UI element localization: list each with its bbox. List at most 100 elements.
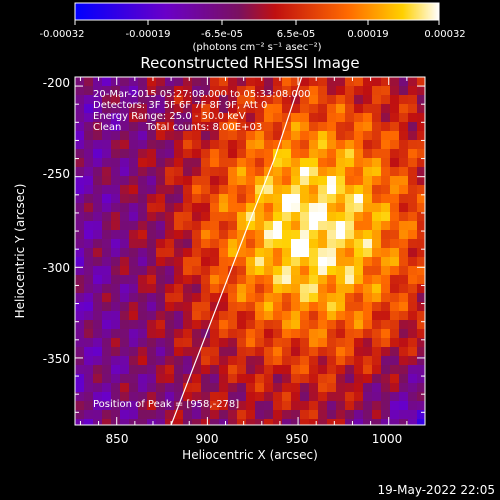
heatmap-cell (75, 257, 84, 266)
heatmap-cell (111, 320, 120, 329)
heatmap-cell (120, 212, 129, 221)
heatmap-cell (102, 329, 111, 338)
heatmap-cell (120, 122, 129, 131)
heatmap-cell (75, 113, 84, 122)
heatmap-cell (210, 212, 219, 221)
heatmap-cell (93, 77, 102, 86)
heatmap-cell (318, 302, 327, 311)
heatmap-cell (219, 77, 228, 86)
heatmap-cell (273, 158, 282, 167)
heatmap-cell (165, 365, 174, 374)
heatmap-cell (237, 158, 246, 167)
heatmap-cell (318, 77, 327, 86)
heatmap-cell (237, 203, 246, 212)
heatmap-cell (138, 347, 147, 356)
heatmap-cell (300, 338, 309, 347)
heatmap-cell (390, 410, 399, 419)
heatmap-cell (147, 149, 156, 158)
heatmap-cell (309, 293, 318, 302)
heatmap-cell (75, 311, 84, 320)
heatmap-cell (210, 239, 219, 248)
heatmap-cell (372, 302, 381, 311)
heatmap-cell (111, 230, 120, 239)
heatmap-cell (183, 275, 192, 284)
heatmap-cell (300, 140, 309, 149)
heatmap-cell (138, 257, 147, 266)
heatmap-cell (282, 86, 291, 95)
heatmap-cell (282, 158, 291, 167)
heatmap-cell (417, 176, 425, 185)
heatmap-cell (255, 185, 264, 194)
heatmap-cell (273, 275, 282, 284)
heatmap-cell (147, 185, 156, 194)
heatmap-cell (318, 329, 327, 338)
heatmap-cell (363, 419, 372, 425)
heatmap-cell (381, 77, 390, 86)
heatmap-cell (390, 95, 399, 104)
heatmap-cell (336, 419, 345, 425)
heatmap-cell (219, 149, 228, 158)
heatmap-cell (372, 230, 381, 239)
heatmap-cell (264, 338, 273, 347)
heatmap-cell (129, 86, 138, 95)
heatmap-cell (165, 347, 174, 356)
heatmap-cell (264, 239, 273, 248)
heatmap-cell (246, 221, 255, 230)
heatmap-cell (129, 140, 138, 149)
heatmap-cell (282, 365, 291, 374)
heatmap-cell (75, 77, 84, 86)
heatmap-cell (192, 122, 201, 131)
heatmap-cell (345, 203, 354, 212)
annotation-total-counts: Total counts: 8.00E+03 (145, 122, 262, 133)
heatmap-cell (372, 131, 381, 140)
heatmap-cell (372, 122, 381, 131)
heatmap-cell (138, 158, 147, 167)
heatmap-cell (201, 383, 210, 392)
heatmap-cell (102, 347, 111, 356)
heatmap-cell (318, 266, 327, 275)
heatmap-cell (246, 275, 255, 284)
heatmap-cell (255, 239, 264, 248)
heatmap-cell (363, 284, 372, 293)
heatmap-cell (75, 419, 84, 425)
heatmap-cell (219, 257, 228, 266)
heatmap-cell (120, 347, 129, 356)
colorbar-tick-label: -0.00019 (126, 29, 171, 40)
heatmap-cell (147, 356, 156, 365)
heatmap-cell (282, 140, 291, 149)
heatmap-cell (102, 410, 111, 419)
heatmap-cell (318, 194, 327, 203)
heatmap-cell (210, 185, 219, 194)
heatmap-cell (201, 257, 210, 266)
heatmap-cell (363, 392, 372, 401)
heatmap-cell (246, 374, 255, 383)
heatmap-cell (210, 374, 219, 383)
heatmap-cell (93, 365, 102, 374)
heatmap-cell (399, 131, 408, 140)
heatmap-cell (336, 347, 345, 356)
heatmap-cell (372, 320, 381, 329)
heatmap-cell (120, 203, 129, 212)
heatmap-cell (129, 176, 138, 185)
heatmap-cell (408, 95, 417, 104)
heatmap-cell (291, 320, 300, 329)
heatmap-cell (120, 284, 129, 293)
heatmap-cell (390, 419, 399, 425)
heatmap-cell (84, 257, 93, 266)
heatmap-cell (282, 176, 291, 185)
heatmap-cell (138, 203, 147, 212)
heatmap-cell (84, 311, 93, 320)
heatmap-cell (111, 275, 120, 284)
heatmap-cell (363, 185, 372, 194)
heatmap-cell (165, 401, 174, 410)
heatmap-cell (192, 203, 201, 212)
heatmap-cell (138, 77, 147, 86)
heatmap-cell (399, 149, 408, 158)
heatmap-cell (408, 338, 417, 347)
heatmap-cell (255, 410, 264, 419)
heatmap-cell (75, 392, 84, 401)
heatmap-cell (318, 122, 327, 131)
heatmap-cell (300, 149, 309, 158)
heatmap-cell (147, 140, 156, 149)
heatmap-cell (228, 185, 237, 194)
